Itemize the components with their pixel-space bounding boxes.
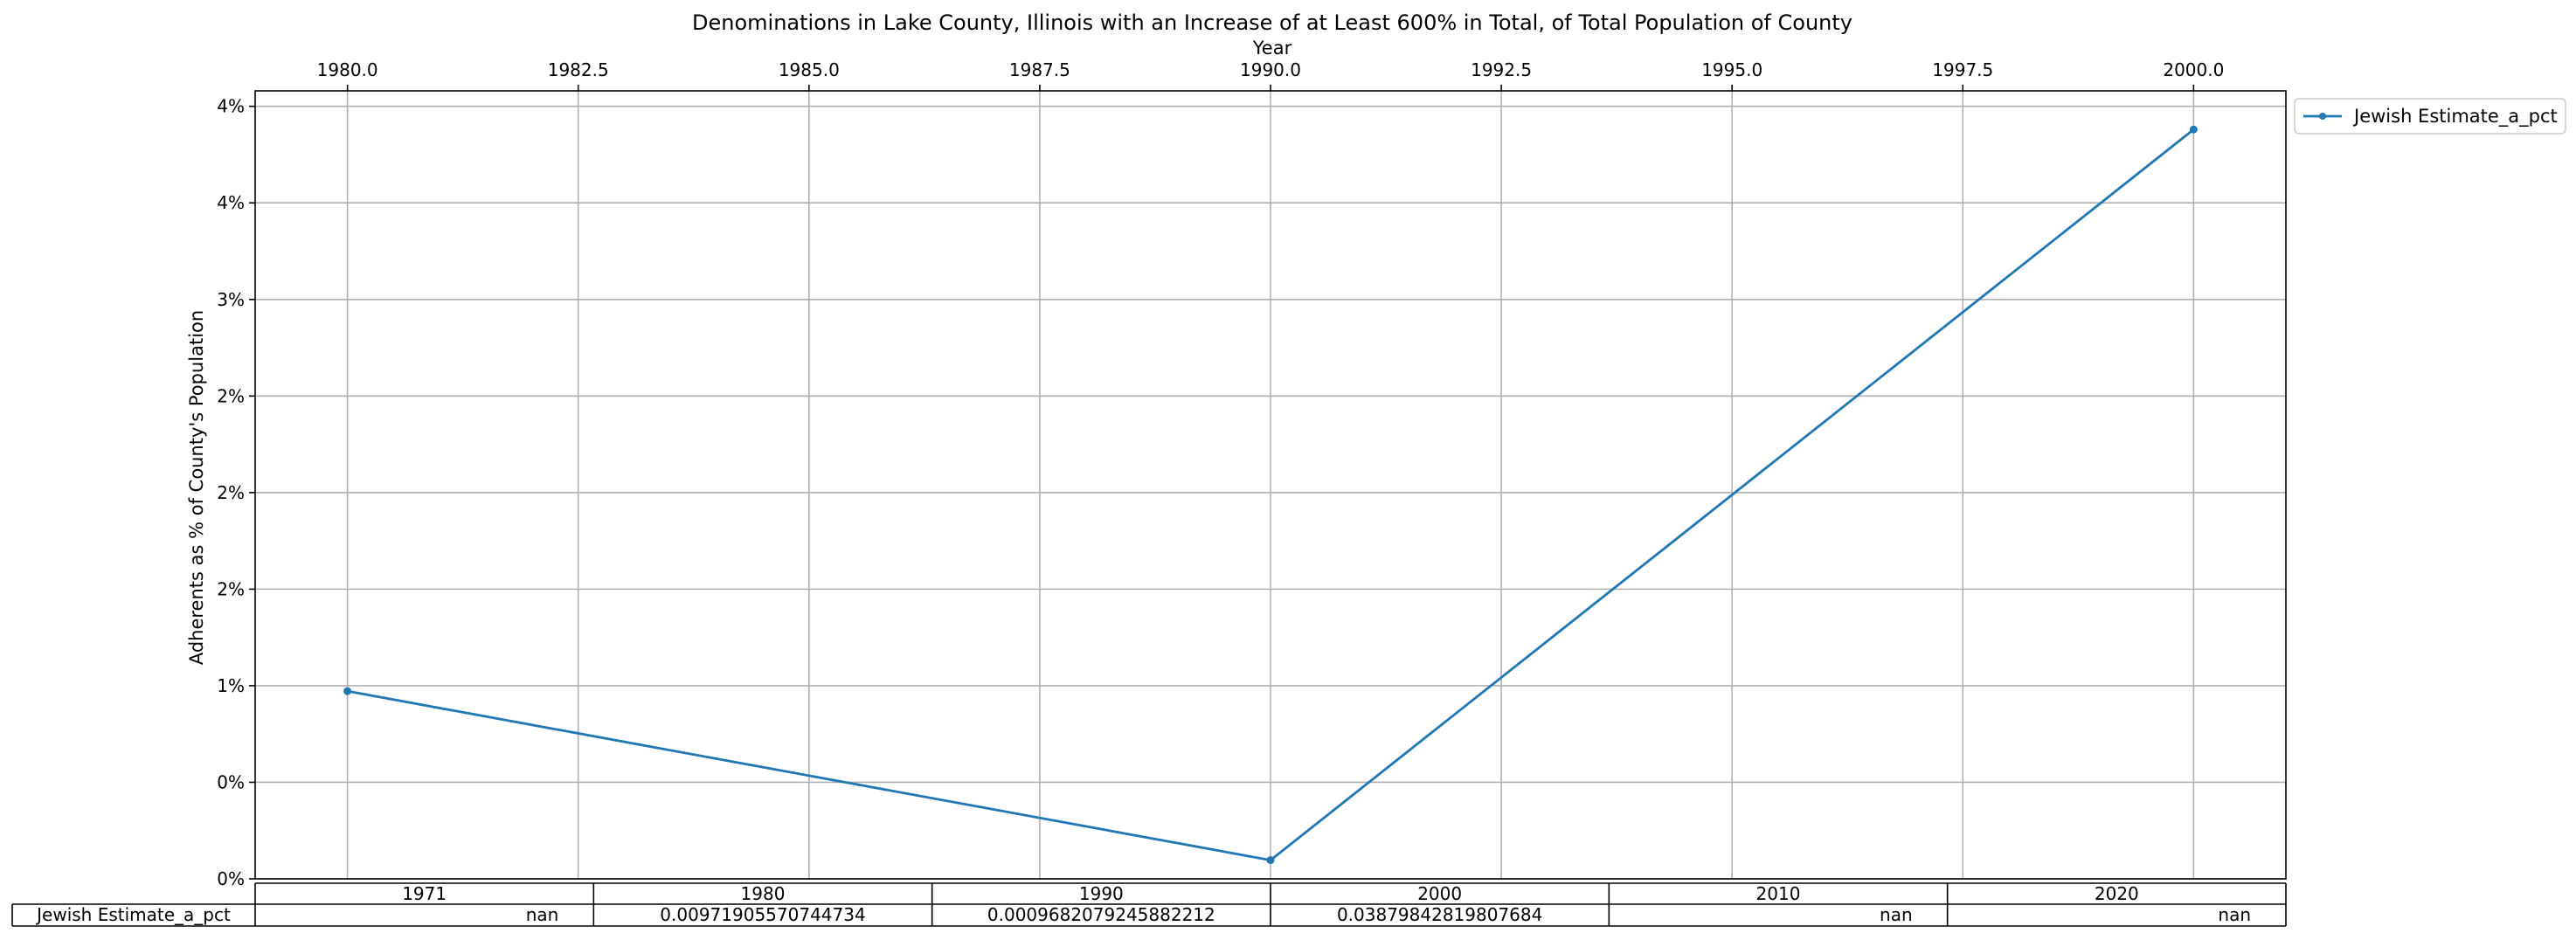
x-tick-label: 1990.0 (1240, 59, 1301, 80)
table-cell: nan (526, 904, 559, 925)
x-tick-label: 1995.0 (1701, 59, 1762, 80)
grid (255, 91, 2286, 880)
table-column-header: 2000 (1417, 883, 1462, 904)
table-cell: 0.00971905570744734 (660, 904, 865, 925)
x-tick-label: 1987.5 (1009, 59, 1070, 80)
series-lines (343, 125, 2198, 865)
table-row-label: Jewish Estimate_a_pct (35, 904, 231, 925)
table-cell: nan (1880, 904, 1913, 925)
y-tick-label: 0% (217, 868, 245, 889)
table-column-header: 2010 (1756, 883, 1801, 904)
table-cell: 0.0009682079245882212 (987, 904, 1215, 925)
data-point (2189, 125, 2198, 134)
y-tick-label: 0% (217, 771, 245, 792)
legend-point-marker (2319, 113, 2326, 120)
table-column-header: 1971 (402, 883, 447, 904)
y-tick-label: 1% (217, 675, 245, 696)
data-point (343, 687, 352, 695)
chart-title: Denominations in Lake County, Illinois w… (692, 10, 1852, 35)
table-column-header: 1980 (741, 883, 786, 904)
legend-label: Jewish Estimate_a_pct (2352, 106, 2558, 128)
table-cell: 0.03879842819807684 (1337, 904, 1542, 925)
y-tick-label: 4% (217, 192, 245, 213)
x-tick-label: 1992.5 (1471, 59, 1532, 80)
x-tick-label: 1980.0 (317, 59, 378, 80)
y-tick-label: 4% (217, 96, 245, 117)
y-axis-label: Adherents as % of County's Population (186, 310, 207, 665)
y-tick-label: 3% (217, 289, 245, 310)
y-tick-label: 2% (217, 482, 245, 503)
data-point (1266, 856, 1275, 865)
x-tick-label: 1982.5 (548, 59, 609, 80)
legend-box (2294, 98, 2566, 135)
x-tick-label: 2000.0 (2163, 59, 2224, 80)
y-tick-label: 2% (217, 578, 245, 599)
table-column-header: 1990 (1079, 883, 1124, 904)
y-tick-label: 2% (217, 385, 245, 406)
legend: Jewish Estimate_a_pct (2294, 98, 2566, 135)
x-axis-label: Year (1252, 38, 1292, 59)
table-column-header: 2020 (2095, 883, 2139, 904)
x-axis-ticks: 1980.0 1982.5 1985.0 1987.5 1990.0 1992.5 1995… (317, 59, 2224, 91)
x-tick-label: 1985.0 (779, 59, 840, 80)
plot-frame (254, 90, 2287, 880)
y-axis-ticks: 0% 0% 1% 2% 2% 2% 3% 4% 4% (217, 96, 255, 889)
x-tick-label: 1997.5 (1932, 59, 1993, 80)
table-cell: nan (2218, 904, 2251, 925)
data-table: 1971 1980 1990 2000 2010 2020 Jewish Estimate_… (11, 882, 2287, 927)
